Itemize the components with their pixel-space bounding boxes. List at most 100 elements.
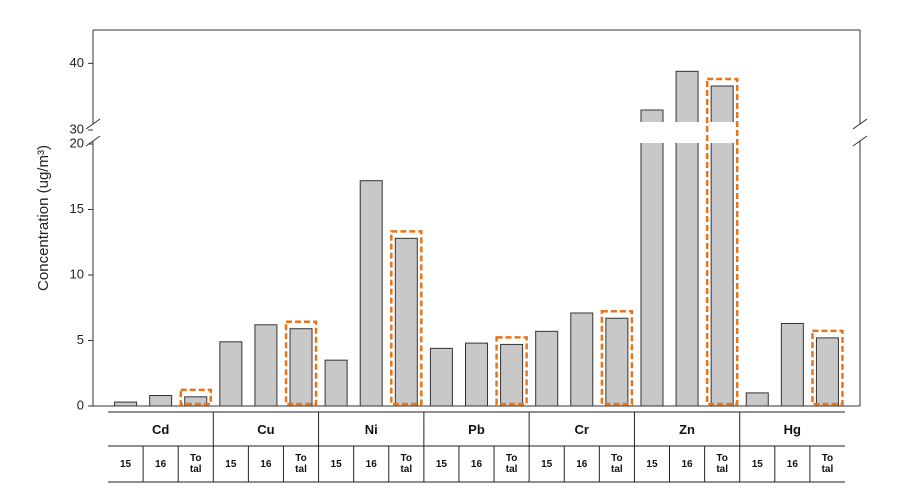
label: 16 (365, 458, 377, 470)
sub-label: To tal (705, 446, 740, 482)
label: Cu (257, 421, 275, 437)
label: 15 (330, 458, 342, 470)
sub-label: To tal (810, 446, 845, 482)
label: 15 (225, 458, 237, 470)
label: Cd (151, 421, 170, 437)
break-mark (852, 118, 868, 130)
sub-label: To tal (389, 446, 424, 482)
bar (254, 324, 278, 407)
sub-label: 15 (213, 446, 248, 482)
bar (465, 342, 488, 407)
sub-label: 15 (529, 446, 564, 482)
bar (359, 180, 383, 407)
bar (149, 395, 173, 407)
y-tick-label: 5 (77, 332, 84, 347)
label: Zn (679, 421, 695, 437)
group-label: Cr (529, 412, 634, 446)
sub-label: 16 (564, 446, 599, 482)
label: 16 (260, 458, 272, 470)
sub-label: 15 (634, 446, 669, 482)
y-axis-label: Concentration (ug/m³) (35, 145, 52, 291)
label: Cr (574, 421, 589, 437)
sub-label: 15 (740, 446, 775, 482)
bar (780, 322, 804, 407)
group-label: Pb (424, 412, 529, 446)
break-gap (710, 122, 735, 143)
group-label: Zn (634, 412, 739, 446)
highlight-box (495, 336, 528, 406)
sub-label: To tal (494, 446, 529, 482)
bar (394, 237, 418, 407)
bar (570, 312, 594, 407)
label: 16 (681, 458, 693, 470)
group-label: Hg (740, 412, 845, 446)
sub-label: To tal (599, 446, 634, 482)
break-mark (85, 118, 101, 130)
bar (114, 401, 138, 407)
bar (535, 330, 559, 407)
sub-label: 16 (775, 446, 810, 482)
y-tick-label: 30 (70, 121, 84, 136)
sub-label: To tal (283, 446, 318, 482)
highlight-box (284, 320, 318, 406)
label: To tal (505, 453, 518, 475)
bar (675, 70, 699, 407)
y-tick-label: 20 (70, 135, 84, 150)
bar (184, 396, 208, 407)
label: 15 (435, 458, 447, 470)
label: 15 (751, 458, 763, 470)
label: To tal (295, 453, 307, 475)
highlight-box (600, 309, 634, 406)
highlight-box (179, 388, 212, 406)
label: To tal (189, 453, 202, 475)
bar (710, 85, 734, 407)
label: To tal (400, 453, 413, 475)
bar (289, 328, 313, 407)
highlight-box (811, 329, 844, 406)
label: 16 (786, 458, 798, 470)
y-tick-label: 10 (70, 266, 84, 281)
label: To tal (716, 453, 728, 475)
label: Hg (783, 421, 802, 437)
label: Pb (468, 421, 485, 437)
bar (324, 359, 348, 407)
sub-label: 16 (459, 446, 494, 482)
label: 16 (470, 458, 483, 470)
label: 15 (541, 458, 553, 470)
label: 15 (646, 458, 658, 470)
y-tick-label: 15 (70, 201, 84, 216)
group-label: Ni (319, 412, 424, 446)
sub-label: 16 (354, 446, 389, 482)
label: 16 (576, 458, 588, 470)
label: 15 (119, 458, 132, 470)
label: To tal (611, 453, 623, 475)
label: To tal (821, 453, 834, 475)
bar (219, 341, 243, 407)
break-gap (639, 122, 664, 143)
sub-label: 16 (143, 446, 178, 482)
bar (605, 317, 629, 407)
bar (500, 343, 524, 407)
sub-label: 15 (424, 446, 459, 482)
label: Ni (364, 421, 378, 437)
sub-label: To tal (178, 446, 213, 482)
sub-label: 16 (670, 446, 705, 482)
group-label: Cu (213, 412, 318, 446)
sub-label: 15 (108, 446, 143, 482)
group-label: Cd (108, 412, 213, 446)
bar (640, 109, 664, 407)
label: 16 (155, 458, 167, 470)
break-gap (675, 122, 700, 143)
sub-label: 16 (248, 446, 283, 482)
sub-label: 15 (319, 446, 354, 482)
bar (745, 392, 769, 407)
break-mark (852, 135, 868, 147)
y-tick-label: 40 (70, 55, 84, 70)
bar (815, 337, 839, 407)
bar (429, 347, 453, 407)
highlight-box (390, 230, 423, 406)
highlight-box (705, 77, 739, 406)
y-tick-label: 0 (77, 397, 84, 412)
